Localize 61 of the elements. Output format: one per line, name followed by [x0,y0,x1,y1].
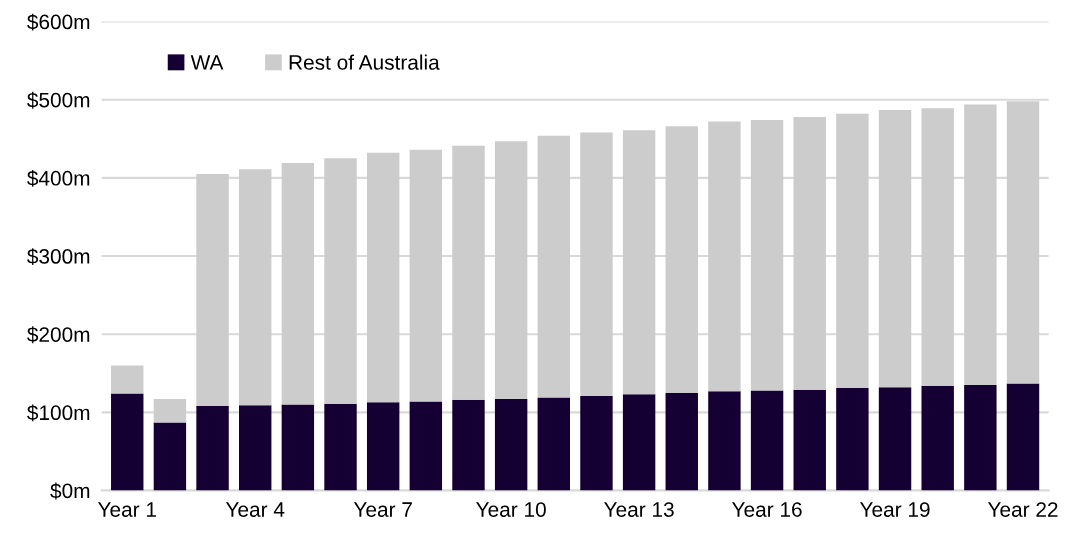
x-tick-label: Year 7 [353,502,412,517]
bar [793,116,826,390]
bar [921,108,954,386]
bar [622,130,656,395]
bar [836,113,869,389]
bar [750,390,784,491]
bar [793,389,826,491]
bar [964,104,997,385]
bar [750,120,784,391]
bar [452,399,485,491]
bar [366,402,400,491]
bar [708,121,741,392]
y-tick-label: $200m [27,326,90,344]
y-tick-label: $400m [27,170,90,187]
bar [622,394,656,491]
bar [324,158,357,404]
bar [111,365,144,394]
bar [409,401,443,491]
bar [964,384,997,491]
bar [452,145,485,400]
x-tick-label: Year 4 [225,502,285,517]
bar [153,422,187,491]
bar [281,163,315,405]
bar [111,393,144,491]
bar [239,169,272,406]
bar [1006,101,1040,384]
bar [196,406,229,491]
y-tick-label: $600m [27,13,90,31]
bar [580,132,613,396]
x-tick-label: Year 1 [97,502,156,517]
y-tick-label: $0m [50,482,90,500]
bar [878,387,912,491]
bar [366,152,400,403]
x-tick-label: Year 13 [604,502,674,517]
bar [537,135,571,398]
bar [708,391,741,491]
bar [1006,383,1040,491]
bar [580,395,613,491]
bar [665,392,698,491]
bar [281,404,315,491]
y-tick-label: $500m [27,91,90,109]
legend-label: WA [190,55,224,70]
bar [836,388,869,491]
bar [324,403,357,491]
bar [196,173,229,407]
bar [239,405,272,491]
x-tick-label: Year 16 [732,502,802,517]
bar [153,399,187,423]
bar [921,385,954,491]
bar [537,397,571,491]
bar [878,109,912,388]
x-tick-label: Year 19 [859,502,930,517]
bar [494,399,528,491]
x-tick-label: Year 22 [987,502,1058,517]
legend-label: Rest of Australia [289,54,440,70]
x-tick-label: Year 10 [476,502,546,517]
bar [665,126,698,393]
y-tick-label: $100m [27,404,90,422]
bar [409,149,443,402]
bar [494,141,528,400]
y-tick-label: $300m [27,248,90,266]
